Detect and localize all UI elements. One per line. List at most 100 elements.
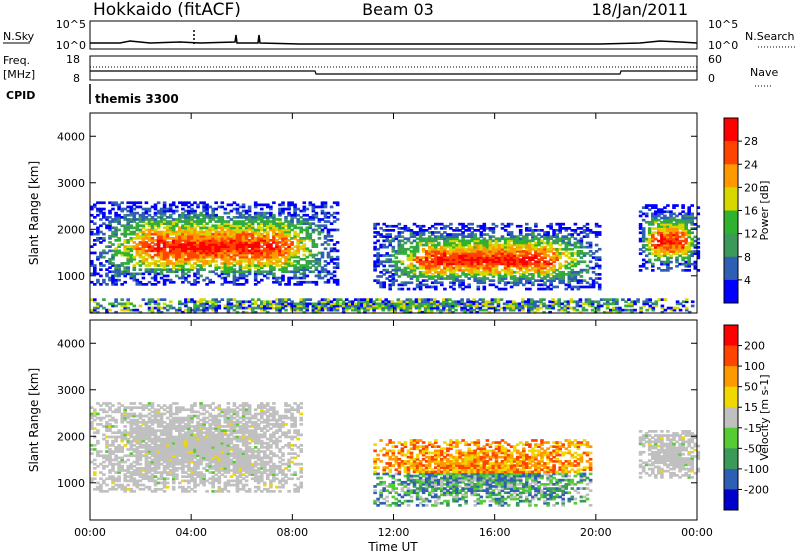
echo-cell	[403, 283, 408, 287]
echo-cell	[263, 304, 267, 308]
echo-cell	[256, 306, 261, 310]
echo-cell	[412, 254, 417, 257]
echo-cell	[144, 241, 149, 244]
echo-cell	[672, 239, 676, 243]
echo-cell	[126, 201, 130, 205]
noise-right-tick-top: 10^5	[708, 18, 738, 31]
echo-cell	[205, 247, 209, 251]
echo-cell	[475, 302, 479, 306]
echo-cell	[181, 207, 185, 211]
echo-cell	[196, 213, 200, 217]
echo-cell	[253, 245, 258, 248]
echo-cell	[452, 260, 456, 264]
echo-cell	[162, 280, 167, 284]
echo-cell	[415, 250, 420, 253]
echo-cell	[458, 268, 462, 272]
echo-cell	[427, 247, 432, 251]
echo-cell	[99, 241, 103, 244]
echo-cell	[226, 203, 231, 207]
echo-cell	[105, 429, 109, 432]
echo-cell	[320, 300, 325, 304]
echo-cell	[211, 253, 215, 257]
echo-cell	[229, 280, 234, 284]
echo-cell	[290, 262, 294, 265]
echo-cell	[253, 270, 258, 274]
echo-cell	[482, 275, 487, 278]
echo-cell	[630, 300, 634, 304]
echo-cell	[232, 251, 237, 255]
echo-cell	[415, 258, 420, 261]
echo-cell	[117, 222, 121, 225]
echo-cell	[582, 279, 587, 282]
echo-cell	[440, 252, 444, 255]
echo-cell	[184, 222, 188, 225]
echo-cell	[455, 273, 459, 276]
echo-cell	[437, 281, 441, 285]
echo-cell	[326, 243, 331, 246]
echo-cell	[332, 302, 337, 306]
echo-cell	[426, 302, 431, 306]
echo-cell	[117, 203, 121, 207]
echo-cell	[93, 435, 97, 439]
echo-cell	[332, 280, 337, 284]
echo-cell	[518, 275, 523, 278]
echo-cell	[638, 227, 643, 230]
echo-cell	[455, 227, 459, 230]
echo-cell	[448, 304, 452, 308]
echo-cell	[90, 444, 94, 447]
echo-cell	[376, 222, 380, 226]
echo-cell	[522, 260, 526, 264]
echo-cell	[126, 247, 130, 251]
echo-cell	[573, 264, 578, 268]
echo-cell	[647, 229, 652, 232]
echo-cell	[508, 302, 513, 306]
echo-cell	[311, 230, 316, 234]
echo-cell	[159, 211, 164, 215]
echo-cell	[202, 268, 206, 271]
echo-cell	[638, 248, 643, 251]
echo-cell	[687, 258, 691, 262]
echo-cell	[585, 270, 590, 274]
echo-cell	[165, 274, 170, 278]
echo-cell	[102, 410, 106, 414]
echo-cell	[135, 308, 140, 312]
echo-cell	[190, 230, 194, 234]
echo-cell	[412, 266, 417, 270]
echo-cell	[503, 256, 508, 259]
echo-cell	[402, 300, 407, 304]
echo-cell	[181, 253, 185, 257]
echo-cell	[99, 487, 103, 491]
echo-cell	[479, 247, 484, 251]
echo-cell	[475, 310, 479, 314]
echo-cell	[181, 243, 185, 246]
echo-cell	[421, 231, 426, 234]
echo-cell	[525, 268, 529, 272]
echo-cell	[326, 278, 331, 282]
echo-region-late-echo	[638, 204, 701, 272]
echo-cell	[241, 243, 246, 246]
echo-cell	[548, 300, 552, 304]
echo-cell	[567, 233, 572, 236]
echo-cell	[290, 220, 294, 223]
echo-cell	[187, 243, 191, 246]
echo-cell	[675, 227, 679, 230]
echo-cell	[266, 276, 270, 280]
echo-cell	[475, 306, 479, 310]
echo-cell	[506, 268, 511, 272]
echo-cell	[111, 278, 115, 282]
echo-cell	[470, 233, 474, 236]
echo-cell	[120, 448, 124, 451]
echo-cell	[281, 300, 285, 304]
echo-cell	[497, 252, 502, 255]
echo-cell	[272, 241, 276, 244]
echo-cell	[654, 246, 658, 249]
echo-cell	[385, 229, 389, 232]
echo-cell	[338, 298, 343, 301]
echo-cell	[114, 437, 118, 441]
echo-cell	[384, 306, 388, 310]
echo-cell	[256, 298, 261, 301]
echo-cell	[235, 241, 240, 244]
echo-cell	[181, 224, 185, 228]
echo-cell	[202, 232, 206, 236]
echo-cell	[534, 222, 538, 226]
